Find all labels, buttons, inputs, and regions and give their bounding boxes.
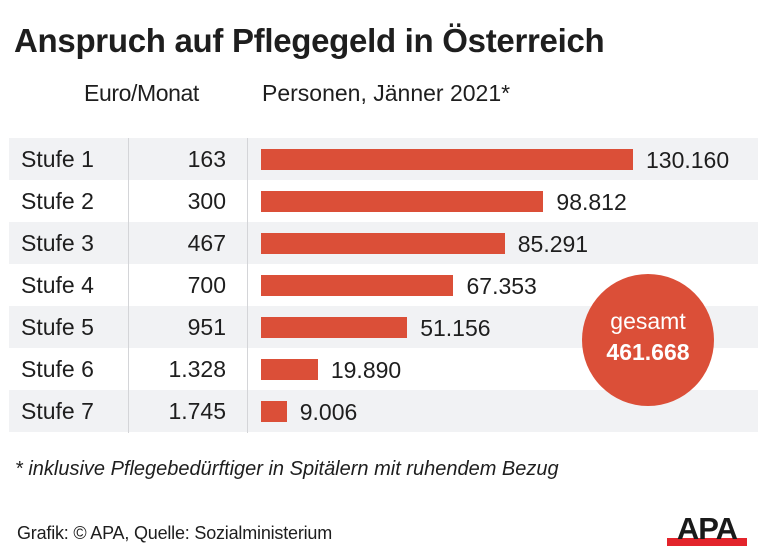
- euro-value: 951: [187, 314, 226, 340]
- stufe-label: Stufe 4: [21, 272, 94, 298]
- apa-logo: APA: [667, 511, 747, 546]
- table-row: Stufe 6 1.328 19.890: [9, 348, 758, 390]
- table-row: Stufe 2 300 98.812: [9, 180, 758, 222]
- table-row: Stufe 1 163 130.160: [9, 138, 758, 180]
- bar: [261, 233, 505, 254]
- euro-value: 300: [187, 188, 226, 214]
- stufe-label: Stufe 5: [21, 314, 94, 340]
- bar-value-label: 130.160: [646, 147, 730, 173]
- euro-value: 1.745: [168, 398, 226, 424]
- column-divider: [128, 138, 129, 433]
- bar: [261, 275, 454, 296]
- bar-value-label: 85.291: [517, 231, 589, 257]
- total-badge: gesamt 461.668: [582, 274, 714, 406]
- column-header-persons: Personen, Jänner 2021*: [262, 80, 511, 106]
- footnote: * inklusive Pflegebedürftiger in Spitäle…: [15, 458, 559, 480]
- data-table: Stufe 7 1.745 9.006 Stufe 6 1.328 19.890 Stufe…: [9, 138, 758, 433]
- stufe-label: Stufe 1: [21, 146, 94, 172]
- stufe-label: Stufe 7: [21, 398, 94, 424]
- bar-value-label: 9.006: [299, 399, 358, 425]
- bar-value-label: 19.890: [330, 357, 402, 383]
- table-row: Stufe 4 700 67.353: [9, 264, 758, 306]
- total-label: gesamt: [610, 308, 686, 334]
- bar-value-label: 98.812: [556, 189, 627, 215]
- euro-value: 163: [187, 146, 226, 172]
- chart-title: Anspruch auf Pflegegeld in Österreich: [14, 22, 605, 59]
- euro-value: 1.328: [168, 356, 226, 382]
- bar-value-label: 51.156: [420, 315, 491, 341]
- bar: [261, 191, 544, 212]
- bar: [261, 401, 287, 422]
- euro-value: 700: [187, 272, 226, 298]
- bar: [261, 359, 318, 380]
- total-value: 461.668: [606, 339, 690, 365]
- logo-red-bar: [667, 538, 747, 546]
- source-credit: Grafik: © APA, Quelle: Sozialministerium: [17, 523, 333, 543]
- column-header-euro: Euro/Monat: [84, 80, 199, 106]
- euro-value: 467: [187, 230, 226, 256]
- stufe-label: Stufe 3: [21, 230, 94, 256]
- stufe-label: Stufe 6: [21, 356, 94, 382]
- table-row: Stufe 3 467 85.291: [9, 222, 758, 264]
- logo-text: APA: [677, 511, 738, 546]
- bar: [261, 317, 408, 338]
- stufe-label: Stufe 2: [21, 188, 94, 214]
- bar-value-label: 67.353: [466, 273, 537, 299]
- column-divider: [247, 138, 248, 433]
- bar: [261, 149, 633, 170]
